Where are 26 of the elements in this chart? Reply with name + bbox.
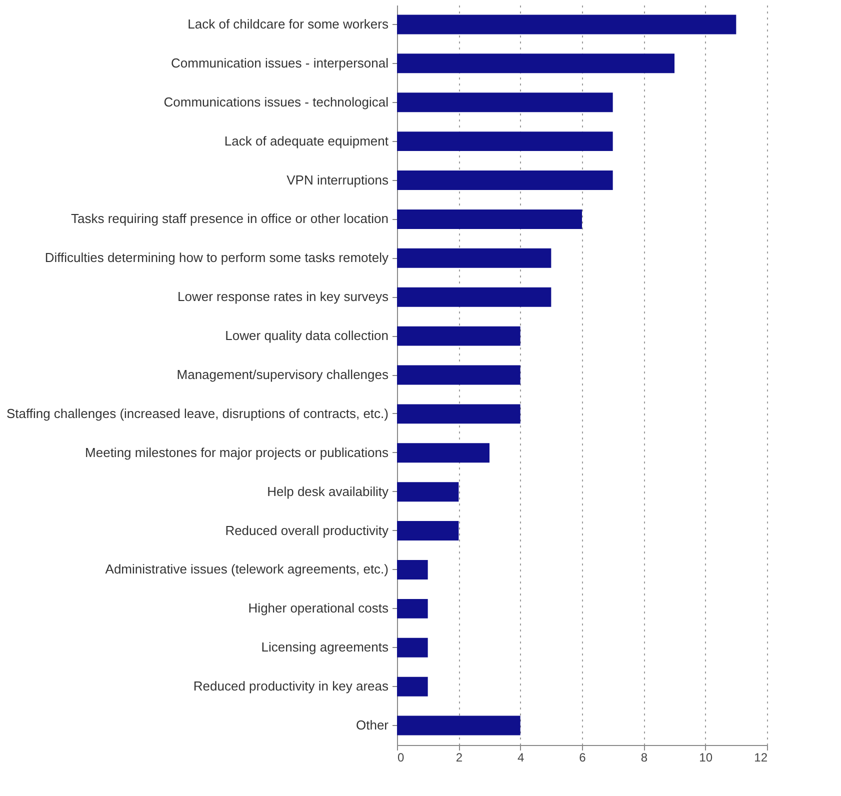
x-tick-label: 12 xyxy=(754,750,768,764)
y-tick-label: Lower response rates in key surveys xyxy=(178,289,389,304)
y-tick-label: Reduced overall productivity xyxy=(225,522,389,538)
y-tick-label: VPN interruptions xyxy=(286,172,389,188)
y-tick-label: Management/supervisory challenges xyxy=(176,367,389,382)
y-tick-label: Staffing challenges (increased leave, disruptions of contracts, etc.) xyxy=(6,406,388,421)
y-tick-label: Other xyxy=(356,718,390,733)
x-tick-label: 2 xyxy=(456,750,463,764)
y-tick-label: Licensing agreements xyxy=(261,640,389,655)
y-tick-label: Help desk availability xyxy=(267,484,389,499)
y-tick-label: Lack of adequate equipment xyxy=(224,133,389,148)
x-tick-label: 0 xyxy=(398,750,404,764)
x-tick-label: 8 xyxy=(640,750,648,764)
y-tick-label: Tasks requiring staff presence in office or other location xyxy=(71,211,388,226)
y-tick-label: Reduced productivity in key areas xyxy=(193,678,389,694)
x-tick-label: 10 xyxy=(699,750,713,764)
y-tick-label: Higher operational costs xyxy=(248,600,389,616)
y-tick-label: Difficulties determining how to perform some tasks remotely xyxy=(44,250,389,266)
y-tick-label: Lack of childcare for some workers xyxy=(188,16,389,32)
x-tick-label: 4 xyxy=(517,750,524,764)
y-tick-label: Lower quality data collection xyxy=(225,328,388,344)
y-tick-label: Administrative issues (telework agreements, etc.) xyxy=(105,562,388,577)
x-tick-label: 6 xyxy=(579,750,586,764)
y-tick-label: Communication issues - interpersonal xyxy=(171,55,389,70)
y-tick-label: Communications issues - technological xyxy=(164,94,389,110)
y-tick-label: Meeting milestones for major projects or publications xyxy=(85,444,389,460)
